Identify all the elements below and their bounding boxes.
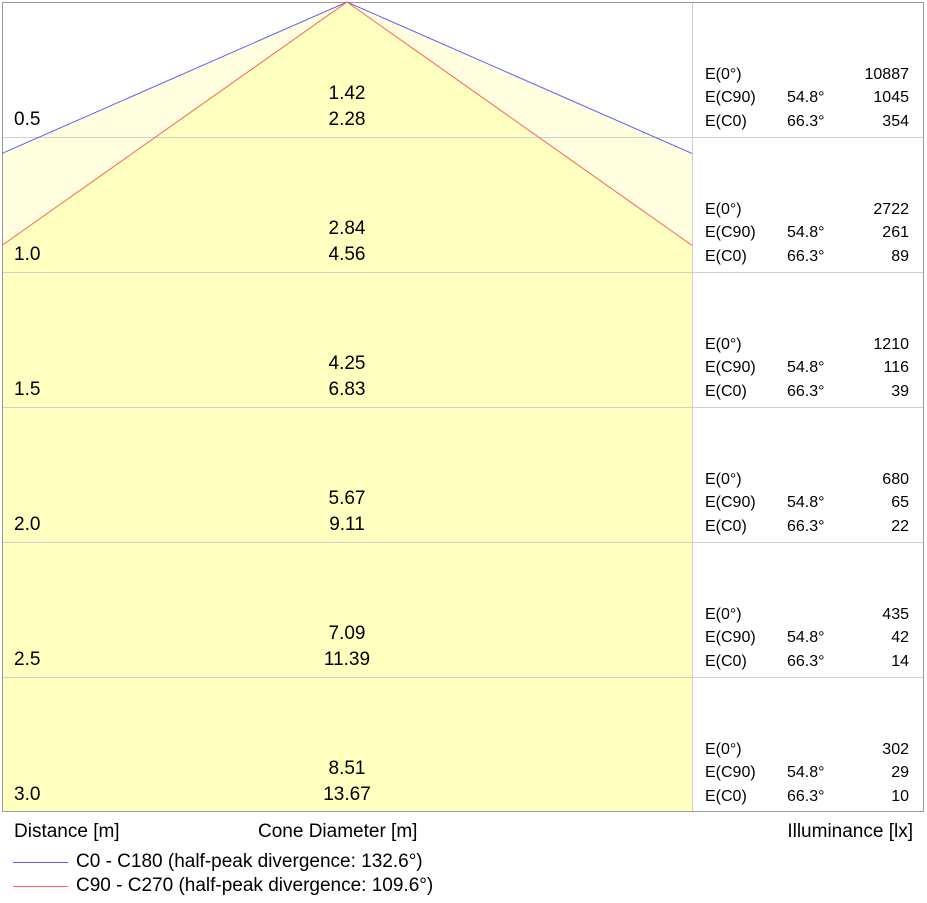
illuminance-e0-value: 1210 (873, 336, 909, 353)
illuminance-e0-label: E(0°) (705, 741, 742, 758)
distance-label: 2.0 (14, 514, 40, 535)
illuminance-ec0-value: 10 (891, 788, 909, 805)
illuminance-ec90-value: 261 (882, 224, 909, 241)
illuminance-ec0-label: E(C0) (705, 113, 747, 130)
illuminance-e0-label: E(0°) (705, 201, 742, 218)
cone-diameter-c0: 11.39 (324, 649, 370, 670)
illuminance-ec0-value: 22 (891, 518, 909, 535)
illuminance-ec90-value: 42 (891, 629, 909, 646)
beam-line-layer (1, 1, 693, 246)
distance-axis-label: Distance [m] (14, 821, 120, 842)
illuminance-e0-value: 435 (882, 606, 909, 623)
illuminance-ec90-label: E(C90) (705, 359, 756, 376)
illuminance-ec0-value: 89 (891, 248, 909, 265)
illuminance-e0-value: 10887 (865, 66, 910, 83)
illuminance-axis-label: Illuminance [lx] (787, 821, 913, 842)
legend-label-c90: C90 - C270 (half-peak divergence: 109.6°… (76, 875, 434, 896)
illuminance-e0-value: 680 (882, 471, 909, 488)
legend-swatch-c0 (13, 862, 68, 863)
distance-label: 1.5 (14, 379, 40, 400)
distance-label: 2.5 (14, 649, 40, 670)
cone-diameter-c0: 9.11 (329, 514, 365, 535)
angle-c0-label: 66.3° (787, 788, 825, 805)
illuminance-ec90-value: 116 (883, 359, 909, 376)
illuminance-ec90-label: E(C90) (705, 494, 756, 511)
illuminance-ec90-value: 65 (891, 494, 909, 511)
illuminance-ec0-label: E(C0) (705, 248, 747, 265)
cone-diameter-c0: 6.83 (329, 379, 366, 400)
angle-c90-label: 54.8° (787, 359, 825, 376)
illuminance-e0-label: E(0°) (705, 336, 742, 353)
cone-diameter-c0: 13.67 (323, 784, 371, 805)
illuminance-e0-label: E(0°) (705, 471, 742, 488)
illuminance-e0-value: 2722 (873, 201, 909, 218)
illuminance-e0-label: E(0°) (705, 66, 742, 83)
cone-diameter-c0: 2.28 (329, 109, 366, 130)
angle-c0-label: 66.3° (787, 383, 825, 400)
illuminance-e0-label: E(0°) (705, 606, 742, 623)
cone-diameter-c90: 5.67 (329, 488, 366, 509)
cone-diameter-c90: 8.51 (329, 758, 366, 779)
illuminance-ec90-value: 29 (891, 764, 909, 781)
angle-c90-label: 54.8° (787, 764, 825, 781)
cone-diameter-axis-label: Cone Diameter [m] (258, 821, 418, 842)
illuminance-e0-value: 302 (882, 741, 909, 758)
legend-label-c0: C0 - C180 (half-peak divergence: 132.6°) (76, 851, 423, 872)
angle-c90-label: 54.8° (787, 494, 825, 511)
label-layer: 0.51.422.28E(0°)E(C90)E(C0)54.8°66.3°108… (14, 66, 909, 805)
grid-layer (2, 2, 924, 812)
cone-diameter-c90: 2.84 (329, 218, 366, 239)
distance-label: 0.5 (14, 109, 40, 130)
illuminance-ec90-label: E(C90) (705, 89, 756, 106)
illuminance-ec90-label: E(C90) (705, 629, 756, 646)
chart-border (2, 2, 924, 812)
illuminance-ec0-value: 354 (882, 113, 909, 130)
distance-label: 1.0 (14, 244, 40, 265)
angle-c0-label: 66.3° (787, 653, 825, 670)
legend-entry-c90: C90 - C270 (half-peak divergence: 109.6°… (0, 875, 600, 899)
illuminance-ec0-label: E(C0) (705, 788, 747, 805)
distance-label: 3.0 (14, 784, 40, 805)
angle-c90-label: 54.8° (787, 629, 825, 646)
illuminance-ec0-label: E(C0) (705, 518, 747, 535)
angle-c90-label: 54.8° (787, 224, 825, 241)
legend-swatch-c90 (13, 886, 68, 887)
angle-c90-label: 54.8° (787, 89, 825, 106)
illuminance-ec0-value: 39 (891, 383, 909, 400)
cone-diameter-c90: 4.25 (329, 353, 366, 374)
angle-c0-label: 66.3° (787, 248, 825, 265)
beam-line-c90 (1, 1, 693, 246)
illuminance-ec0-value: 14 (891, 653, 909, 670)
legend-entry-c0: C0 - C180 (half-peak divergence: 132.6°) (0, 851, 600, 875)
illuminance-ec0-label: E(C0) (705, 653, 747, 670)
cone-diameter-c90: 1.42 (329, 83, 366, 104)
illuminance-ec90-label: E(C90) (705, 224, 756, 241)
illuminance-ec0-label: E(C0) (705, 383, 747, 400)
illuminance-ec90-value: 1045 (873, 89, 909, 106)
angle-c0-label: 66.3° (787, 113, 825, 130)
illuminance-ec90-label: E(C90) (705, 764, 756, 781)
cone-diameter-c0: 4.56 (329, 244, 366, 265)
cone-diameter-c90: 7.09 (329, 623, 366, 644)
angle-c0-label: 66.3° (787, 518, 825, 535)
